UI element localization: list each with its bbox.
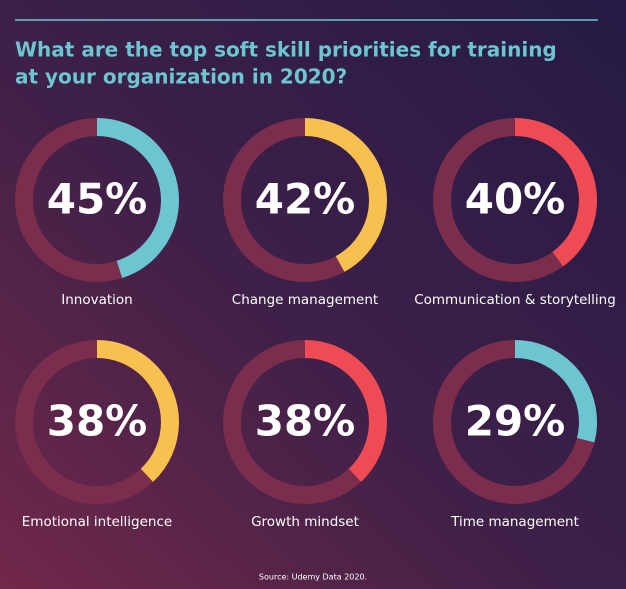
category-label: Growth mindset [251,514,359,530]
value-label: 45% [47,175,148,224]
category-label: Emotional intelligence [22,514,172,530]
source: Source: Udemy Data 2020. [259,573,367,582]
category-label: Change management [232,292,378,308]
value-label: 38% [47,397,148,446]
category-label: Innovation [61,292,132,308]
value-label: 42% [255,175,356,224]
donut-arc [433,340,597,504]
value-label: 29% [465,397,566,446]
donut-arc [223,340,387,504]
donut-arc [15,118,179,282]
donut-arc [15,340,179,504]
title-line: at your organization in 2020? [15,65,347,89]
title-line: What are the top soft skill priorities f… [15,38,557,62]
value-label: 40% [465,175,566,224]
category-label: Time management [450,514,579,530]
donut-arc [433,118,597,282]
value-label: 38% [255,397,356,446]
donut-arc [223,118,387,282]
category-label: Communication & storytelling [414,292,616,308]
